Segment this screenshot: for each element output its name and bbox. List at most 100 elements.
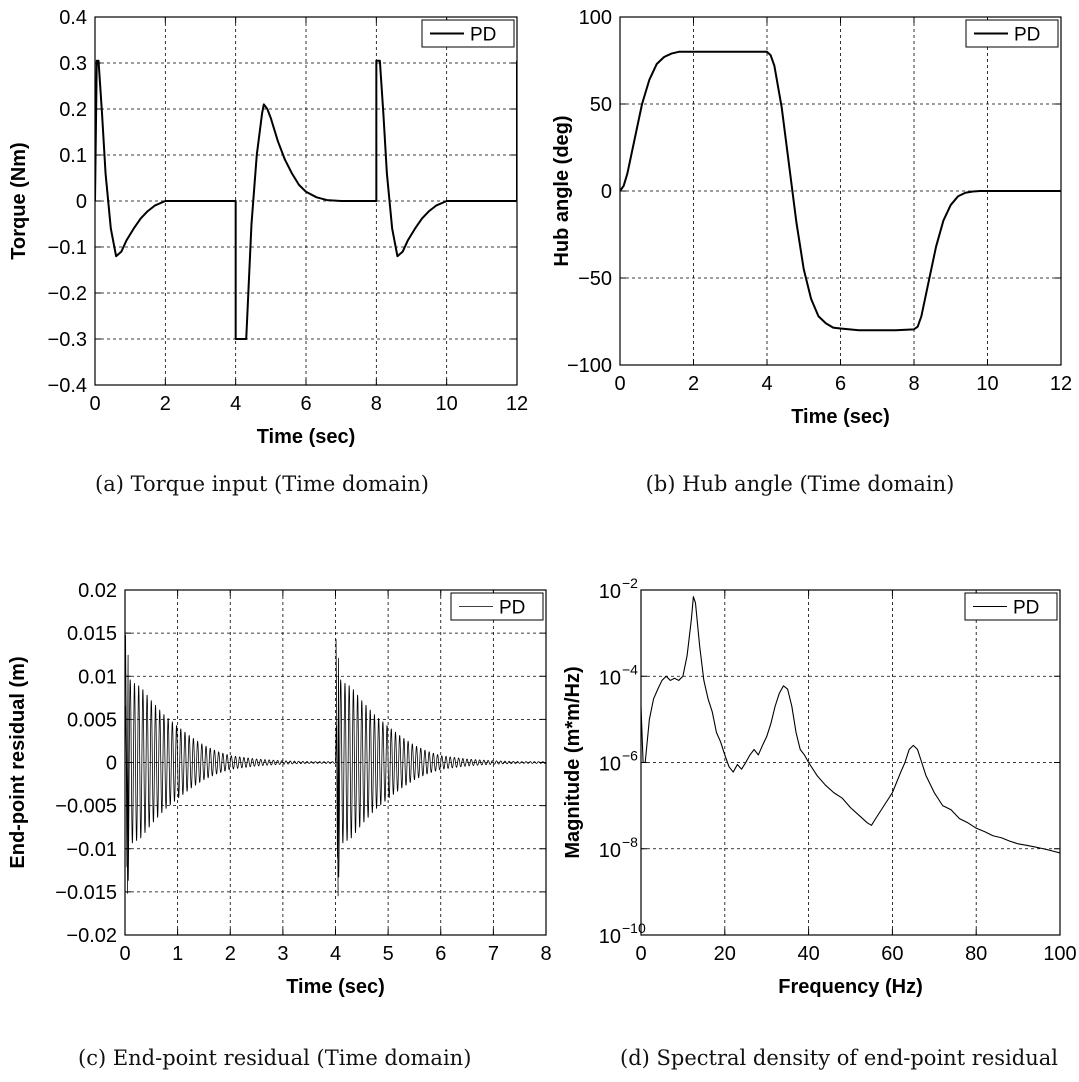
x-tick-label: 2: [225, 943, 236, 965]
x-tick-label: 0: [119, 943, 130, 965]
y-tick-exponent: −2: [622, 575, 638, 591]
y-tick-label: 0.005: [67, 709, 117, 731]
x-tick-label: 6: [835, 373, 846, 395]
y-axis-label: End-point residual (m): [7, 656, 29, 868]
y-tick-exponent: −10: [622, 920, 646, 936]
x-tick-label: 12: [1050, 373, 1072, 395]
y-tick-label: −0.3: [48, 329, 87, 351]
x-axis-label: Time (sec): [791, 406, 890, 428]
y-tick-label: 50: [590, 94, 612, 116]
legend: PD: [421, 19, 515, 48]
x-tick-label: 2: [688, 373, 699, 395]
legend-label: PD: [1014, 25, 1040, 46]
y-tick-label: 10: [599, 926, 621, 948]
x-tick-label: 4: [230, 393, 241, 415]
y-tick-label: 100: [579, 7, 612, 29]
legend: PD: [450, 592, 544, 621]
x-tick-label: 100: [1043, 943, 1076, 965]
y-tick-exponent: −8: [622, 834, 638, 850]
y-axis-label: Magnitude (m*m/Hz): [562, 666, 584, 858]
y-tick-label: 0.01: [78, 666, 117, 688]
x-tick-label: 2: [160, 393, 171, 415]
plot-area: [95, 59, 517, 340]
y-tick-label: 0.015: [67, 623, 117, 645]
x-tick-label: 1: [172, 943, 183, 965]
chart-panel-a: 0 2 4 6 8 10 12 −0.4 −0.3 −0.2 −0.1 0 0.1 0.2 0.3 0.4 Ti…: [8, 7, 528, 448]
x-tick-label: 8: [908, 373, 919, 395]
x-tick-label: 4: [761, 373, 772, 395]
legend-label: PD: [499, 598, 525, 619]
y-tick-label: 0.1: [59, 145, 87, 167]
x-tick-label: 8: [371, 393, 382, 415]
x-tick-label: 0: [635, 943, 646, 965]
y-tick-label: −0.2: [48, 283, 87, 305]
x-axis-label: Frequency (Hz): [778, 976, 922, 998]
series-line-pd: [95, 59, 517, 340]
y-tick-label: 0.2: [59, 99, 87, 121]
grid: [125, 590, 546, 935]
x-tick-label: 7: [488, 943, 499, 965]
tick-marks: [124, 589, 547, 936]
y-tick-label: 0: [601, 181, 612, 203]
y-tick-label: 0: [106, 753, 117, 775]
legend: PD: [965, 19, 1059, 48]
x-tick-label: 40: [797, 943, 819, 965]
y-tick-label: −100: [567, 355, 612, 377]
x-tick-label: 60: [881, 943, 903, 965]
x-tick-label: 0: [614, 373, 625, 395]
y-tick-label: −0.005: [55, 796, 117, 818]
x-tick-label: 5: [383, 943, 394, 965]
x-tick-label: 10: [436, 393, 458, 415]
y-axis-label: Hub angle (deg): [551, 115, 573, 266]
y-tick-label: −0.01: [66, 839, 117, 861]
y-tick-label: 10: [599, 667, 621, 689]
y-tick-label: −0.4: [48, 375, 87, 397]
y-tick-label: 0.3: [59, 53, 87, 75]
y-tick-label: 0: [76, 191, 87, 213]
x-tick-label: 10: [976, 373, 998, 395]
series-line-pd: [641, 596, 1060, 854]
legend-label: PD: [1013, 598, 1039, 619]
x-tick-label: 6: [435, 943, 446, 965]
plot-area: [125, 634, 546, 897]
x-tick-label: 8: [540, 943, 551, 965]
series-line-pd: [125, 634, 546, 897]
y-tick-label: 0.4: [59, 7, 87, 29]
chart-panel-c: 0 1 2 3 4 5 6 7 8 −0.02 −0.015 −0.01 −0.005 0 0.005 0.0…: [7, 580, 552, 998]
x-tick-label: 20: [714, 943, 736, 965]
tick-marks: [94, 16, 518, 386]
y-tick-exponent: −6: [622, 748, 638, 764]
x-tick-label: 0: [89, 393, 100, 415]
legend: PD: [964, 592, 1058, 621]
chart-panel-b: 0 2 4 6 8 10 12 −100 −50 0 50 100 Time (sec) Hub angl…: [551, 7, 1072, 428]
y-tick-label: 10: [599, 754, 621, 776]
plot-area: [641, 596, 1060, 854]
y-tick-label: 10: [599, 581, 621, 603]
caption-d: (d) Spectral density of end-point residu…: [620, 1046, 1058, 1070]
x-tick-label: 12: [506, 393, 528, 415]
y-tick-label: 0.02: [78, 580, 117, 602]
series-line-pd: [620, 50, 1061, 332]
y-tick-exponent: −4: [622, 661, 638, 677]
x-tick-label: 6: [300, 393, 311, 415]
tick-marks: [640, 589, 1061, 936]
y-tick-label: 10: [599, 840, 621, 862]
y-tick-label: −0.1: [48, 237, 87, 259]
x-axis-label: Time (sec): [257, 426, 356, 448]
legend-label: PD: [470, 25, 496, 46]
caption-c: (c) End-point residual (Time domain): [78, 1046, 472, 1070]
y-tick-label: −0.015: [55, 882, 117, 904]
caption-a: (a) Torque input (Time domain): [95, 472, 429, 496]
x-tick-label: 4: [330, 943, 341, 965]
plot-area: [620, 50, 1061, 332]
x-tick-label: 80: [965, 943, 987, 965]
y-tick-label: −0.02: [66, 925, 117, 947]
grid: [641, 590, 1060, 935]
caption-b: (b) Hub angle (Time domain): [645, 472, 955, 496]
x-tick-label: 3: [277, 943, 288, 965]
x-axis-label: Time (sec): [286, 976, 385, 998]
y-tick-label: −50: [578, 268, 612, 290]
y-axis-label: Torque (Nm): [8, 142, 30, 259]
